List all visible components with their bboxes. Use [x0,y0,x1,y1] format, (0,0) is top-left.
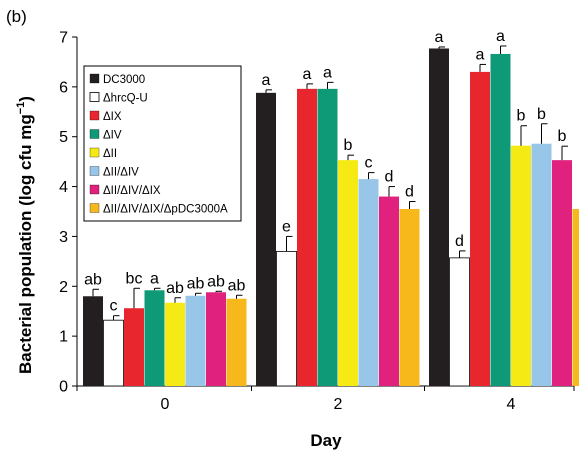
y-tick-label: 5 [59,129,68,146]
bar [165,302,185,386]
bar [144,290,165,386]
bar [531,143,552,386]
legend-label: ΔII [103,148,117,160]
significance-letter: ab [84,271,102,288]
bar [103,319,124,387]
bar [379,196,399,386]
bar [552,160,572,386]
significance-letter: a [435,29,444,46]
y-tick-label: 6 [59,79,68,96]
significance-letter: bc [126,270,143,287]
legend-swatch [89,92,100,102]
significance-letter: c [110,298,118,315]
bar [358,179,379,386]
x-tick-label: 2 [334,396,343,413]
significance-letter: b [344,137,353,154]
bar [206,292,226,386]
bar [185,295,206,386]
significance-letter: c [365,155,373,172]
bar [124,308,144,386]
y-axis-label-close: ) [16,96,35,102]
significance-letter: d [455,233,464,250]
significance-letter: ab [166,280,184,297]
bar [297,88,317,386]
significance-letter: a [476,46,485,63]
x-tick-label: 0 [161,396,170,413]
bar [399,209,420,386]
legend-label: ΔIV [103,130,122,142]
significance-letter: ab [207,273,225,290]
legend-swatch [89,147,100,158]
bar [276,250,297,387]
bar [449,257,470,387]
bar [429,48,449,387]
significance-letter: a [496,28,505,45]
legend-label: ΔII/ΔIV [103,167,139,179]
significance-letter: d [385,169,394,186]
legend: DC3000 ΔhrcQ-U ΔIX ΔIV ΔII ΔII/ΔIV ΔII/ΔIV/ΔIX… [83,65,242,222]
y-axis-label-sup: −1 [15,102,27,115]
significance-letter: d [405,184,414,201]
y-axis-label-text: Bacterial population (log cfu mg [16,114,35,374]
legend-swatch [89,166,100,176]
y-tick-label: 0 [59,379,68,396]
y-tick-label: 2 [59,279,68,296]
bar [317,88,338,386]
legend-swatch [89,184,100,195]
y-tick-label: 7 [59,30,68,47]
significance-letter: ab [187,275,205,292]
x-tick-label: 4 [507,396,516,413]
legend-label: ΔII/ΔIV/ΔIX [103,185,161,197]
legend-swatch [89,110,100,121]
significance-letter: a [150,270,159,287]
bar [470,71,490,387]
bar [511,145,531,386]
significance-letter: a [262,72,271,89]
bar [83,296,103,386]
significance-letter: a [323,64,332,81]
legend-swatch [89,129,100,139]
x-axis-label: Day [310,431,342,450]
significance-letter: e [282,218,291,235]
legend-box [83,65,242,222]
significance-letter: b [517,108,526,125]
y-tick-label: 4 [59,179,68,196]
bar [572,209,579,386]
legend-swatch [89,203,100,213]
significance-letter: b [558,128,567,145]
bar [338,160,358,386]
y-tick-label: 1 [59,329,68,346]
y-axis-label: Bacterial population (log cfu mg−1) [15,96,35,374]
significance-letter: b [537,106,546,123]
legend-swatch [89,73,100,84]
legend-label: ΔIX [103,111,122,123]
bar [490,53,511,387]
panel-label: (b) [6,7,27,26]
bar [256,92,276,386]
y-tick-label: 3 [59,229,68,246]
legend-label: ΔhrcQ-U [103,93,148,105]
legend-label: DC3000 [103,74,145,86]
significance-letter: ab [228,277,246,294]
significance-letter: a [303,66,312,83]
legend-label: ΔII/ΔIV/ΔIX/ΔpDC3000A [103,204,228,216]
bar [226,298,247,386]
